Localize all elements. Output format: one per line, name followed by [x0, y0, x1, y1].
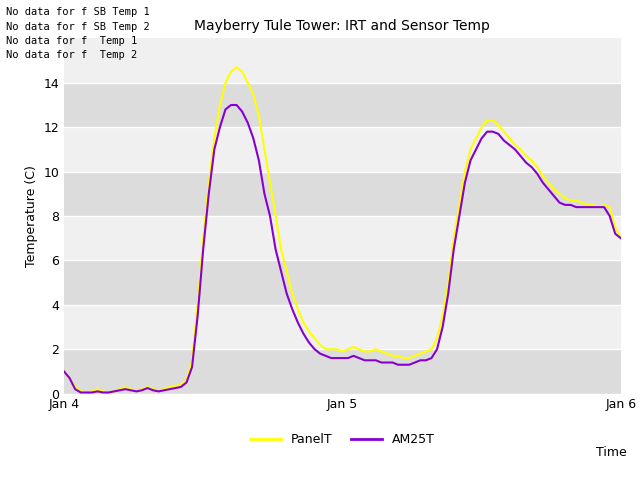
Text: No data for f  Temp 1: No data for f Temp 1	[6, 36, 138, 46]
Bar	[64, 38, 621, 83]
Y-axis label: Temperature (C): Temperature (C)	[25, 165, 38, 267]
Bar	[64, 83, 621, 127]
Bar	[64, 260, 621, 305]
Legend: PanelT, AM25T: PanelT, AM25T	[244, 428, 440, 451]
Title: Mayberry Tule Tower: IRT and Sensor Temp: Mayberry Tule Tower: IRT and Sensor Temp	[195, 19, 490, 33]
Bar	[64, 305, 621, 349]
Bar	[64, 349, 621, 394]
Bar	[64, 216, 621, 260]
Text: No data for f  Temp 2: No data for f Temp 2	[6, 50, 138, 60]
Text: No data for f SB Temp 2: No data for f SB Temp 2	[6, 22, 150, 32]
Text: No data for f SB Temp 1: No data for f SB Temp 1	[6, 7, 150, 17]
Bar	[64, 127, 621, 171]
Bar	[64, 172, 621, 216]
Text: Time: Time	[596, 446, 627, 459]
